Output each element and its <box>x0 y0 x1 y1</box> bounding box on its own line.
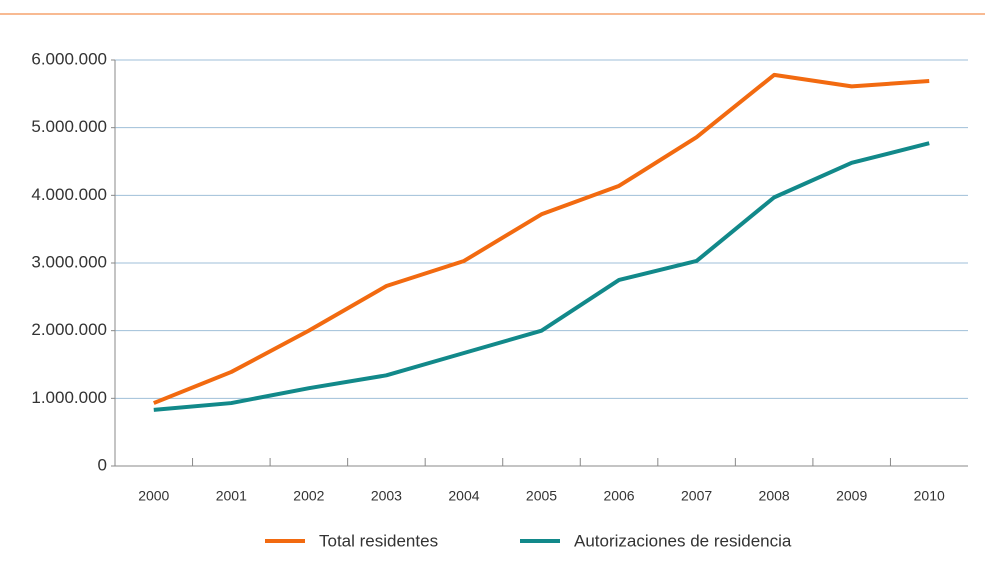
x-tick-label: 2010 <box>914 488 945 504</box>
series-line <box>153 141 930 412</box>
x-tick-label: 2002 <box>293 488 324 504</box>
series-line <box>153 72 930 405</box>
x-tick-label: 2006 <box>603 488 634 504</box>
y-tick-label: 0 <box>98 455 107 474</box>
legend-label: Autorizaciones de residencia <box>574 531 792 550</box>
x-tick-label: 2007 <box>681 488 712 504</box>
y-tick-label: 2.000.000 <box>31 320 107 339</box>
x-tick-label: 2003 <box>371 488 402 504</box>
y-tick-label: 3.000.000 <box>31 252 107 271</box>
x-tick-label: 2005 <box>526 488 557 504</box>
x-tick-label: 2001 <box>216 488 247 504</box>
x-tick-label: 2004 <box>448 488 479 504</box>
y-tick-label: 1.000.000 <box>31 388 107 407</box>
x-tick-label: 2009 <box>836 488 867 504</box>
y-tick-label: 5.000.000 <box>31 117 107 136</box>
x-tick-label: 2008 <box>759 488 790 504</box>
y-tick-label: 6.000.000 <box>31 49 107 68</box>
x-tick-label: 2000 <box>138 488 169 504</box>
legend-label: Total residentes <box>319 531 438 550</box>
y-tick-label: 4.000.000 <box>31 185 107 204</box>
